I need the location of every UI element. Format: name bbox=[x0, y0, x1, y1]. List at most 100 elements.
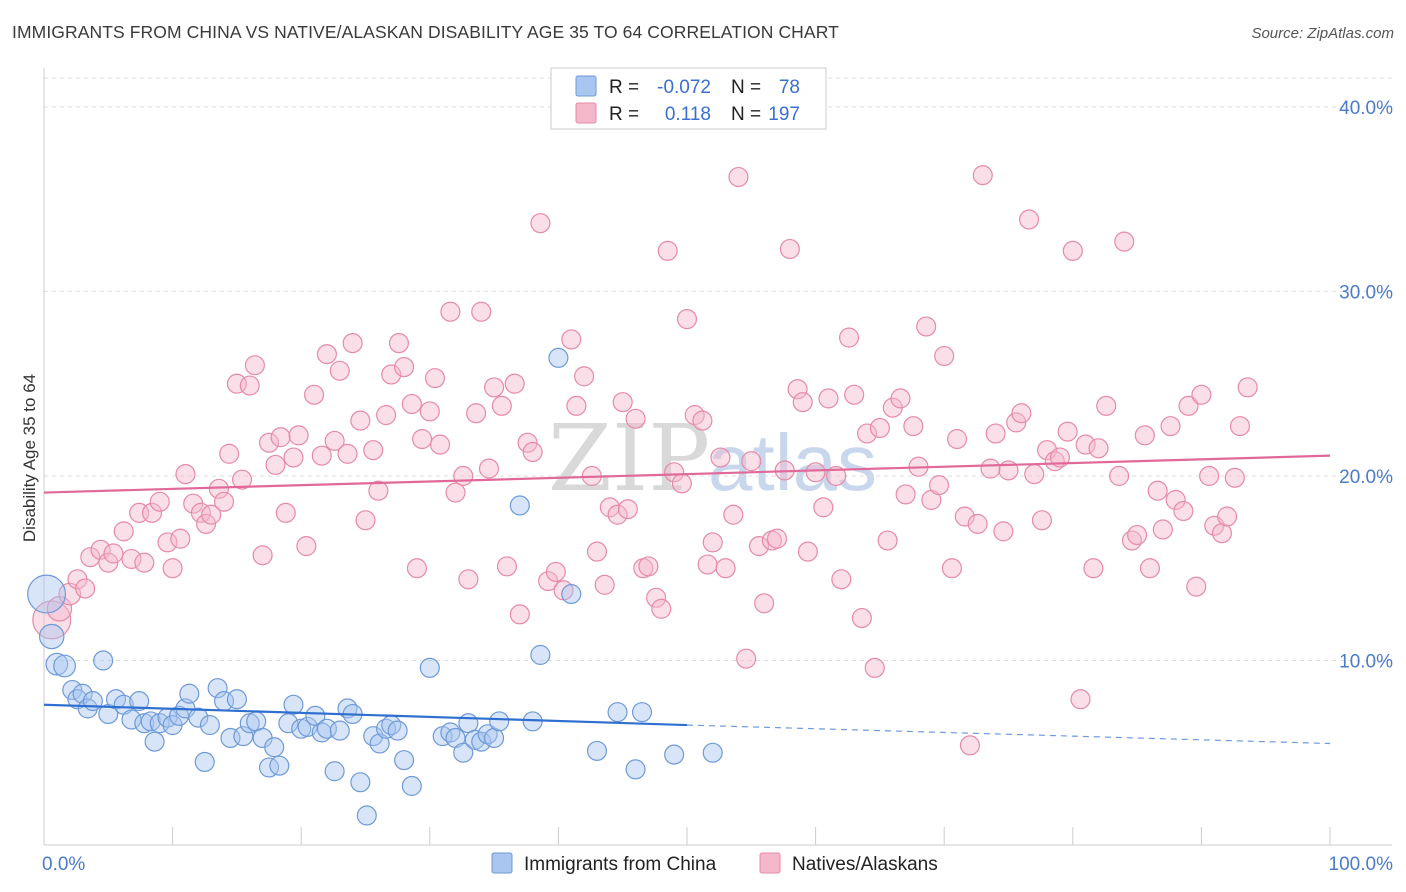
natives-point-27 bbox=[231, 469, 253, 490]
natives-point-44 bbox=[342, 333, 363, 354]
natives-point-132 bbox=[916, 316, 937, 337]
china-point-8 bbox=[82, 691, 103, 712]
natives-point-67 bbox=[491, 395, 512, 416]
natives-point-103 bbox=[728, 166, 749, 188]
natives-point-173 bbox=[1186, 576, 1207, 597]
natives-point-38 bbox=[304, 384, 325, 405]
natives-point-168 bbox=[1152, 519, 1173, 540]
china-point-30 bbox=[226, 689, 247, 710]
natives-point-115 bbox=[805, 462, 826, 483]
legend-r-value-china: -0.072 bbox=[657, 77, 711, 98]
trend-line-china-extension bbox=[686, 724, 1331, 745]
china-point-73 bbox=[561, 583, 582, 605]
natives-point-45 bbox=[350, 410, 371, 431]
natives-point-138 bbox=[954, 506, 975, 527]
china-point-36 bbox=[264, 737, 285, 758]
natives-point-113 bbox=[792, 392, 813, 413]
china-point-44 bbox=[316, 718, 337, 739]
legend-box bbox=[550, 67, 827, 130]
natives-point-154 bbox=[1057, 421, 1078, 442]
natives-point-148 bbox=[1019, 209, 1040, 230]
china-point-52 bbox=[369, 733, 390, 754]
natives-point-78 bbox=[566, 395, 587, 416]
natives-point-157 bbox=[1075, 434, 1096, 455]
china-point-46 bbox=[329, 720, 350, 741]
natives-point-61 bbox=[453, 465, 474, 487]
natives-point-8 bbox=[103, 543, 124, 564]
natives-point-123 bbox=[856, 423, 878, 444]
natives-point-106 bbox=[748, 536, 770, 557]
natives-point-42 bbox=[329, 360, 350, 381]
natives-point-136 bbox=[941, 558, 962, 579]
natives-point-40 bbox=[316, 344, 337, 365]
natives-point-92 bbox=[657, 240, 678, 261]
watermark: ZIP atlas bbox=[548, 405, 877, 512]
natives-point-82 bbox=[594, 574, 615, 595]
natives-point-151 bbox=[1037, 440, 1058, 461]
natives-point-15 bbox=[157, 532, 178, 553]
natives-point-146 bbox=[1006, 412, 1027, 433]
natives-point-109 bbox=[766, 528, 788, 549]
natives-point-164 bbox=[1127, 524, 1148, 546]
natives-point-144 bbox=[993, 521, 1014, 542]
natives-point-24 bbox=[213, 491, 235, 512]
natives-point-5 bbox=[80, 547, 101, 568]
natives-point-121 bbox=[844, 384, 865, 405]
natives-point-158 bbox=[1083, 558, 1104, 579]
china-point-9 bbox=[93, 650, 114, 671]
natives-point-29 bbox=[244, 355, 265, 376]
y-tick-label-10: 10.0% bbox=[1339, 651, 1393, 672]
natives-point-28 bbox=[239, 375, 260, 396]
natives-point-75 bbox=[545, 561, 566, 582]
china-point-71 bbox=[530, 644, 551, 665]
trend-line-china bbox=[43, 703, 688, 727]
natives-point-95 bbox=[676, 309, 698, 330]
natives-point-165 bbox=[1134, 425, 1155, 446]
series-china-points bbox=[27, 347, 723, 826]
natives-point-149 bbox=[1024, 464, 1045, 485]
natives-point-85 bbox=[612, 392, 633, 413]
china-point-50 bbox=[356, 805, 377, 826]
natives-point-156 bbox=[1070, 689, 1091, 710]
natives-point-90 bbox=[646, 587, 667, 608]
china-point-58 bbox=[419, 657, 440, 678]
trend-lines bbox=[43, 454, 1331, 745]
natives-point-62 bbox=[458, 569, 479, 590]
natives-point-122 bbox=[851, 607, 872, 629]
china-point-68 bbox=[489, 711, 510, 732]
legend-bottom: Immigrants from China Natives/Alaskans bbox=[491, 852, 938, 875]
china-point-49 bbox=[350, 772, 371, 793]
y-tick-label-40: 40.0% bbox=[1339, 98, 1393, 119]
natives-point-180 bbox=[1229, 416, 1251, 437]
natives-point-84 bbox=[607, 504, 628, 525]
bottom-legend-swatch-natives bbox=[759, 852, 781, 874]
china-point-38 bbox=[278, 713, 299, 734]
natives-point-101 bbox=[715, 558, 736, 579]
natives-point-175 bbox=[1199, 465, 1220, 487]
natives-point-14 bbox=[149, 491, 170, 512]
natives-point-119 bbox=[831, 569, 852, 590]
chart-title: IMMIGRANTS FROM CHINA VS NATIVE/ALASKAN … bbox=[12, 22, 839, 42]
natives-point-147 bbox=[1011, 403, 1032, 424]
china-point-55 bbox=[387, 720, 408, 741]
natives-point-126 bbox=[877, 530, 898, 551]
natives-point-143 bbox=[985, 423, 1006, 444]
natives-point-162 bbox=[1114, 231, 1135, 252]
natives-point-54 bbox=[406, 558, 427, 579]
china-point-4 bbox=[62, 679, 83, 701]
natives-point-16 bbox=[162, 558, 183, 579]
natives-point-26 bbox=[226, 373, 247, 394]
natives-point-141 bbox=[972, 165, 993, 186]
natives-point-17 bbox=[170, 528, 191, 549]
natives-point-107 bbox=[754, 593, 775, 614]
china-point-72 bbox=[548, 347, 569, 368]
natives-point-159 bbox=[1088, 438, 1109, 459]
legend-n-label-china: N = bbox=[731, 77, 761, 98]
natives-point-94 bbox=[671, 473, 692, 494]
natives-point-116 bbox=[813, 497, 834, 518]
china-point-78 bbox=[664, 744, 685, 765]
natives-point-174 bbox=[1191, 384, 1212, 405]
natives-point-18 bbox=[175, 464, 196, 485]
natives-point-181 bbox=[1237, 377, 1258, 398]
natives-point-59 bbox=[440, 301, 461, 322]
